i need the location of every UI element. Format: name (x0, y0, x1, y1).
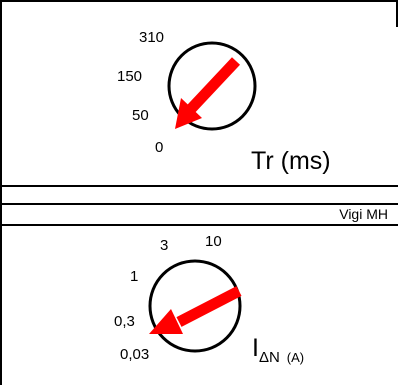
scale-label-3: 3 (160, 237, 169, 254)
dial-circle (167, 41, 257, 131)
scale-label-50: 50 (132, 107, 149, 124)
sensitivity-label: IΔN (A) (252, 334, 305, 366)
dial-pointer-shaft (176, 286, 242, 327)
scale-label-0-03: 0,03 (120, 346, 150, 363)
scale-label-10: 10 (205, 233, 222, 250)
scale-label-310: 310 (139, 29, 165, 46)
divider-line (2, 203, 398, 205)
dial-pointer-head (149, 309, 183, 334)
brand-label: Vigi MH (339, 206, 388, 222)
dial-pointer-head (175, 98, 202, 129)
dial-circle (148, 259, 242, 353)
frame-edge (396, 2, 398, 27)
divider-band: Vigi MH (0, 185, 398, 226)
scale-label-1: 1 (130, 268, 139, 285)
scale-label-0: 0 (155, 139, 164, 156)
current-unit: (A) (286, 350, 305, 365)
sensitivity-dial[interactable] (143, 254, 247, 358)
scale-label-150: 150 (117, 68, 143, 85)
current-symbol: I (252, 334, 259, 362)
dial-pointer-shaft (185, 57, 241, 114)
current-subscript: ΔN (258, 349, 280, 366)
time-delay-label: Tr (ms) (251, 147, 331, 175)
time-delay-dial[interactable] (162, 36, 262, 136)
divider-line (2, 224, 398, 226)
time-delay-panel: 310 150 50 0 Tr (ms) (0, 0, 398, 187)
scale-label-0-3: 0,3 (114, 313, 135, 330)
sensitivity-panel: 3 10 1 0,3 0,03 IΔN (A) (0, 226, 398, 385)
